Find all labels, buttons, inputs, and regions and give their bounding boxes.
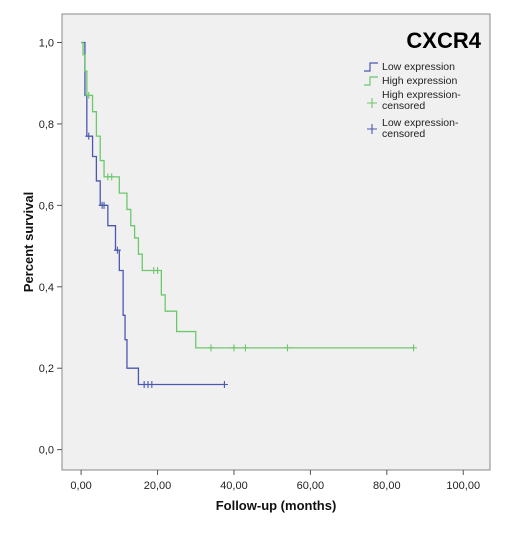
y-tick-label: 0,4 (39, 282, 54, 294)
censor-mark (410, 344, 418, 352)
censor-mark (113, 246, 121, 254)
censor-mark (241, 344, 249, 352)
y-tick-label: 0,0 (39, 445, 54, 457)
legend-label: Low expression (382, 61, 455, 73)
legend: Low expression High expression High expres… (364, 61, 461, 140)
y-tick-label: 0,2 (39, 363, 54, 375)
censor-mark (154, 267, 162, 274)
legend-label: High expression (382, 75, 457, 87)
legend-label: High expression-censored (382, 89, 461, 112)
censor-mark (283, 344, 291, 352)
censor-mark (220, 381, 228, 388)
survival-curve-high-expression (81, 41, 414, 349)
censor-mark (108, 173, 116, 181)
axis-ticks: 0,00 20,00 40,00 60,00 80,00 100,00 0,0 0,2 0,4 0… (39, 38, 480, 493)
y-tick-label: 0,6 (39, 200, 54, 212)
censor-mark (85, 91, 93, 99)
x-tick-label: 60,00 (297, 480, 325, 492)
legend-swatch-low-expression (364, 62, 378, 72)
censor-mark (207, 344, 215, 352)
y-tick-label: 0,8 (39, 119, 54, 131)
x-tick-label: 0,00 (70, 480, 91, 492)
legend-label: Low expression-censored (382, 117, 459, 140)
legend-swatch-high-expression (364, 76, 378, 86)
x-tick-label: 80,00 (373, 480, 401, 492)
legend-swatch-high-expression-censored (367, 98, 377, 108)
series-layer (81, 41, 418, 388)
legend-swatch-low-expression-censored (367, 124, 377, 134)
x-tick-label: 40,00 (220, 480, 248, 492)
y-tick-label: 1,0 (39, 38, 54, 50)
censor-mark (85, 132, 93, 140)
censor-mark (148, 381, 156, 388)
plot-area (61, 13, 491, 471)
x-tick-label: 100,00 (446, 480, 480, 492)
y-axis-title: Percent survival (21, 192, 36, 292)
censor-mark (230, 344, 238, 352)
x-tick-label: 20,00 (144, 480, 172, 492)
x-axis-title: Follow-up (months) (216, 498, 337, 513)
chart-title: CXCR4 (406, 28, 481, 53)
censor-mark (100, 201, 108, 209)
